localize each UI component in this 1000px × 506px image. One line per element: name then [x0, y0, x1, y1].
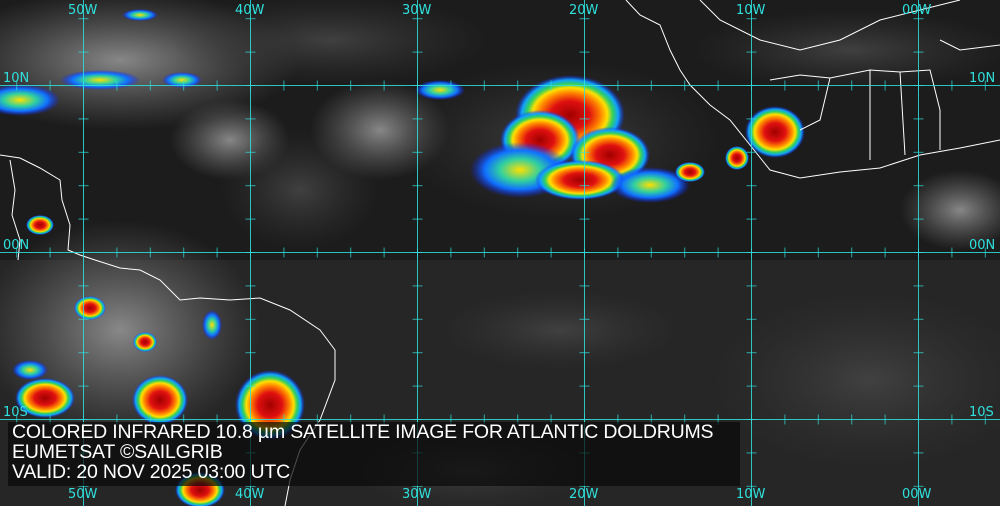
- lon-label-40w-top: 40W: [235, 3, 265, 18]
- lon-label-10w-top: 10W: [736, 3, 766, 18]
- lon-label-00w-top: 00W: [902, 3, 932, 18]
- graticule-ticks: [16, 18, 986, 487]
- lon-label-30w-top: 30W: [402, 3, 432, 18]
- lon-label-40w-bottom: 40W: [235, 487, 265, 502]
- lat-label-10n-right: 10N: [969, 71, 996, 86]
- lon-label-00w-bottom: 00W: [902, 487, 932, 502]
- lon-label-30w-bottom: 30W: [402, 487, 432, 502]
- caption-box: COLORED INFRARED 10.8 µm SATELLITE IMAGE…: [8, 422, 740, 486]
- caption-valid-time: VALID: 20 NOV 2025 03:00 UTC: [12, 461, 291, 483]
- lon-label-20w-bottom: 20W: [569, 487, 599, 502]
- lon-label-10w-bottom: 10W: [736, 487, 766, 502]
- lon-label-50w-bottom: 50W: [68, 487, 98, 502]
- convective-cells: [0, 9, 805, 506]
- lat-label-10s-right: 10S: [969, 405, 994, 420]
- lat-label-00n-right: 00N: [969, 238, 996, 253]
- lat-label-10s-left: 10S: [3, 405, 28, 420]
- lat-label-10n-left: 10N: [3, 71, 30, 86]
- lon-label-50w-top: 50W: [68, 3, 98, 18]
- lon-label-20w-top: 20W: [569, 3, 599, 18]
- caption-title: COLORED INFRARED 10.8 µm SATELLITE IMAGE…: [12, 421, 714, 443]
- caption-source: EUMETSAT ©SAILGRIB: [12, 441, 223, 463]
- lat-label-00n-left: 00N: [3, 238, 30, 253]
